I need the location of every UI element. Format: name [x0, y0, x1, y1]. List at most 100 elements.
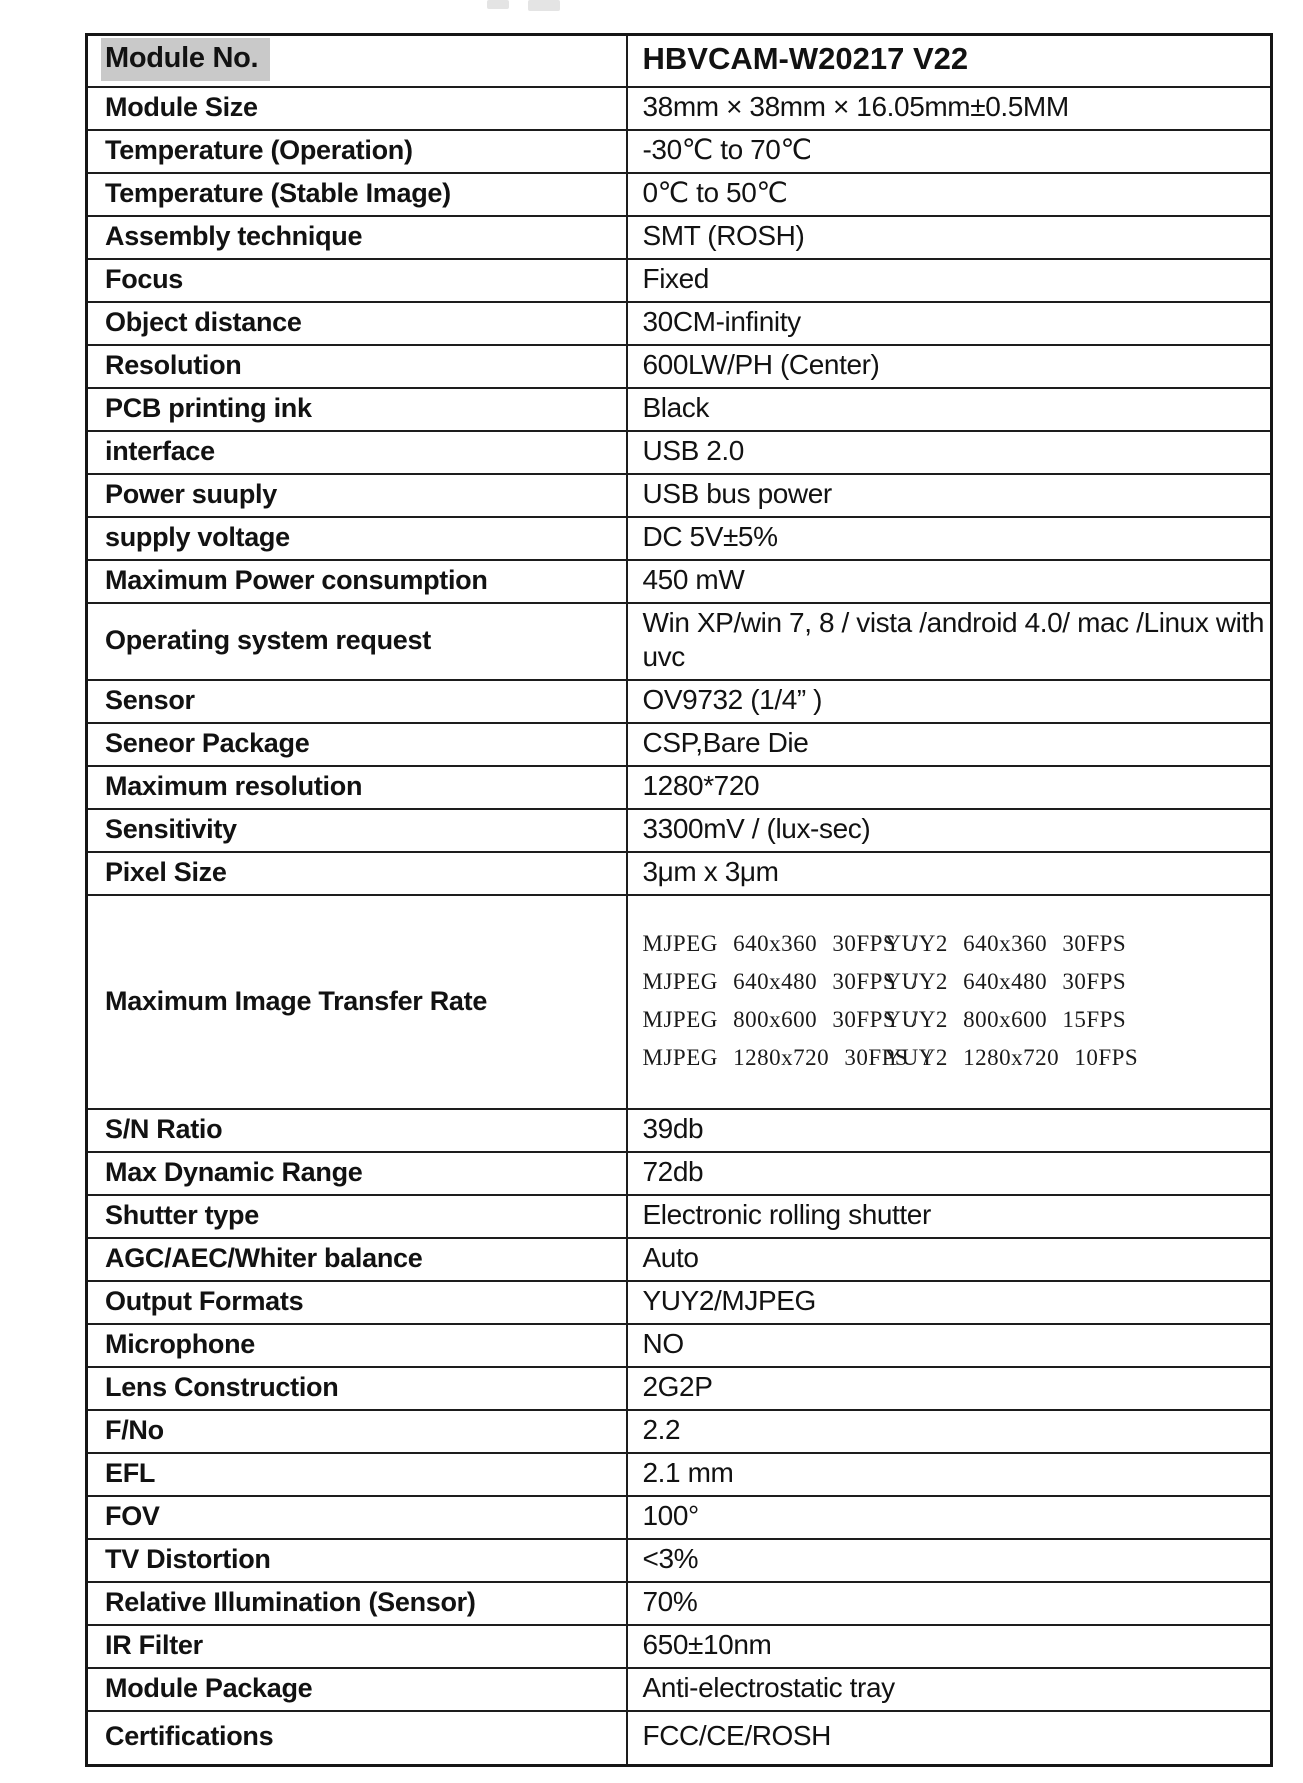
- spec-table: Module No. HBVCAM-W20217 V22 Module Size 38…: [85, 33, 1273, 1767]
- table-row: Operating system request Win XP/win 7, 8 …: [85, 602, 1273, 681]
- spec-value-cell: Electronic rolling shutter: [625, 1194, 1273, 1239]
- table-row: EFL 2.1 mm: [85, 1452, 1273, 1497]
- spec-label: TV Distortion: [105, 1544, 271, 1574]
- spec-value-cell: 72db: [625, 1151, 1273, 1196]
- transfer-rate-yuy2: YUY2 800x600 15FPS: [884, 1006, 1127, 1032]
- transfer-rate-mjpeg: MJPEG 640x360 30FPS /: [642, 930, 919, 956]
- spec-label: Certifications: [105, 1721, 274, 1752]
- scan-smudge: [487, 0, 509, 9]
- spec-label-cell: Temperature (Operation): [85, 129, 628, 174]
- spec-value: Electronic rolling shutter: [642, 1199, 932, 1230]
- spec-label-cell: FOV: [85, 1495, 628, 1540]
- spec-value-cell: USB 2.0: [625, 430, 1273, 475]
- table-row: Assembly technique SMT (ROSH): [85, 215, 1273, 260]
- spec-label: Module Package: [105, 1673, 313, 1703]
- spec-value: 70%: [642, 1586, 698, 1617]
- spec-label-cell: Focus: [85, 258, 628, 303]
- spec-label: Sensitivity: [105, 814, 237, 844]
- spec-label-cell: Module Package: [85, 1667, 628, 1712]
- table-row: Sensitivity 3300mV / (lux-sec): [85, 808, 1273, 853]
- spec-label-cell: S/N Ratio: [85, 1108, 628, 1153]
- table-row: FOV 100°: [85, 1495, 1273, 1540]
- spec-label: Relative Illumination (Sensor): [105, 1587, 476, 1617]
- table-row: Lens Construction 2G2P: [85, 1366, 1273, 1411]
- spec-label: Microphone: [105, 1329, 255, 1359]
- scan-smudge: [528, 0, 560, 11]
- spec-value: SMT (ROSH): [642, 220, 805, 251]
- spec-value-cell: 70%: [625, 1581, 1273, 1626]
- spec-value: 650±10nm: [642, 1629, 772, 1660]
- spec-label-cell: Max Dynamic Range: [85, 1151, 628, 1196]
- table-row: AGC/AEC/Whiter balance Auto: [85, 1237, 1273, 1282]
- spec-label-cell: Certifications: [85, 1710, 628, 1766]
- spec-label-cell: Relative Illumination (Sensor): [85, 1581, 628, 1626]
- spec-value: 3μm x 3μm: [642, 856, 779, 887]
- spec-value-cell: NO: [625, 1323, 1273, 1368]
- spec-label-cell: Maximum resolution: [85, 765, 628, 810]
- spec-value: 100°: [642, 1500, 700, 1531]
- spec-label-cell: Assembly technique: [85, 215, 628, 260]
- table-row: interface USB 2.0: [85, 430, 1273, 475]
- spec-label: interface: [105, 436, 215, 466]
- table-row: Module Package Anti-electrostatic tray: [85, 1667, 1273, 1712]
- spec-value: CSP,Bare Die: [642, 727, 809, 758]
- spec-label: Seneor Package: [105, 728, 310, 758]
- table-row: PCB printing ink Black: [85, 387, 1273, 432]
- spec-label: S/N Ratio: [105, 1114, 223, 1144]
- spec-value: 38mm × 38mm × 16.05mm±0.5MM: [642, 91, 1070, 122]
- spec-label-cell: EFL: [85, 1452, 628, 1497]
- spec-table-body: Module No. HBVCAM-W20217 V22 Module Size 38…: [85, 33, 1273, 1766]
- spec-label: Temperature (Stable Image): [105, 178, 451, 208]
- spec-value: 3300mV / (lux-sec): [642, 813, 871, 844]
- spec-label-cell: PCB printing ink: [85, 387, 628, 432]
- spec-value-cell: 2.2: [625, 1409, 1273, 1454]
- spec-label: Maximum Image Transfer Rate: [105, 985, 488, 1016]
- spec-value-cell: -30℃ to 70℃: [625, 129, 1273, 174]
- spec-value: Fixed: [642, 263, 710, 294]
- spec-label: Assembly technique: [105, 221, 363, 251]
- spec-label-cell: Lens Construction: [85, 1366, 628, 1411]
- spec-value-cell: 650±10nm: [625, 1624, 1273, 1669]
- transfer-rate-yuy2: YUY2 640x360 30FPS: [884, 930, 1127, 956]
- spec-value-cell: HBVCAM-W20217 V22: [625, 33, 1273, 88]
- spec-value-cell: FCC/CE/ROSH: [625, 1710, 1273, 1766]
- spec-label-cell: Maximum Power consumption: [85, 559, 628, 604]
- spec-label-cell: F/No: [85, 1409, 628, 1454]
- spec-label: FOV: [105, 1501, 160, 1531]
- spec-value-cell: 2G2P: [625, 1366, 1273, 1411]
- table-row: Module No. HBVCAM-W20217 V22: [85, 33, 1273, 88]
- spec-value-cell: 39db: [625, 1108, 1273, 1153]
- spec-value: USB bus power: [642, 478, 833, 509]
- table-row: Temperature (Operation) -30℃ to 70℃: [85, 129, 1273, 174]
- spec-value: FCC/CE/ROSH: [642, 1720, 832, 1752]
- spec-label: Focus: [105, 264, 184, 294]
- spec-label: supply voltage: [105, 522, 290, 552]
- spec-value-cell: Black: [625, 387, 1273, 432]
- spec-label: Maximum Power consumption: [105, 565, 488, 595]
- spec-value: USB 2.0: [642, 435, 745, 466]
- spec-value-cell: Win XP/win 7, 8 / vista /android 4.0/ ma…: [625, 602, 1273, 681]
- transfer-rate-yuy2: YUY2 640x480 30FPS: [884, 968, 1127, 994]
- spec-value: Black: [642, 392, 710, 423]
- spec-label: Output Formats: [105, 1286, 304, 1316]
- table-row: supply voltage DC 5V±5%: [85, 516, 1273, 561]
- spec-label: Module Size: [105, 92, 258, 122]
- transfer-rate-line: MJPEG 640x480 30FPS /YUY2 640x480 30FPS: [643, 963, 1267, 1001]
- spec-value: 2.1 mm: [642, 1457, 734, 1488]
- spec-value-cell: DC 5V±5%: [625, 516, 1273, 561]
- spec-value-cell: <3%: [625, 1538, 1273, 1583]
- table-row: Resolution 600LW/PH (Center): [85, 344, 1273, 389]
- spec-value: 1280*720: [642, 770, 760, 801]
- transfer-rate-yuy2: YUY2 1280x720 10FPS: [884, 1044, 1139, 1070]
- spec-value: Anti-electrostatic tray: [642, 1672, 896, 1703]
- table-row: TV Distortion <3%: [85, 1538, 1273, 1583]
- table-row: Relative Illumination (Sensor) 70%: [85, 1581, 1273, 1626]
- spec-value-cell: 3μm x 3μm: [625, 851, 1273, 896]
- transfer-rate-mjpeg: MJPEG 640x480 30FPS /: [642, 968, 919, 994]
- spec-value-cell: 38mm × 38mm × 16.05mm±0.5MM: [625, 86, 1273, 131]
- spec-value: 0℃ to 50℃: [642, 177, 788, 208]
- transfer-rate-mjpeg: MJPEG 1280x720 30FPS /: [642, 1044, 931, 1070]
- spec-value: Auto: [642, 1242, 699, 1273]
- table-row: Maximum Power consumption 450 mW: [85, 559, 1273, 604]
- spec-label-cell: Shutter type: [85, 1194, 628, 1239]
